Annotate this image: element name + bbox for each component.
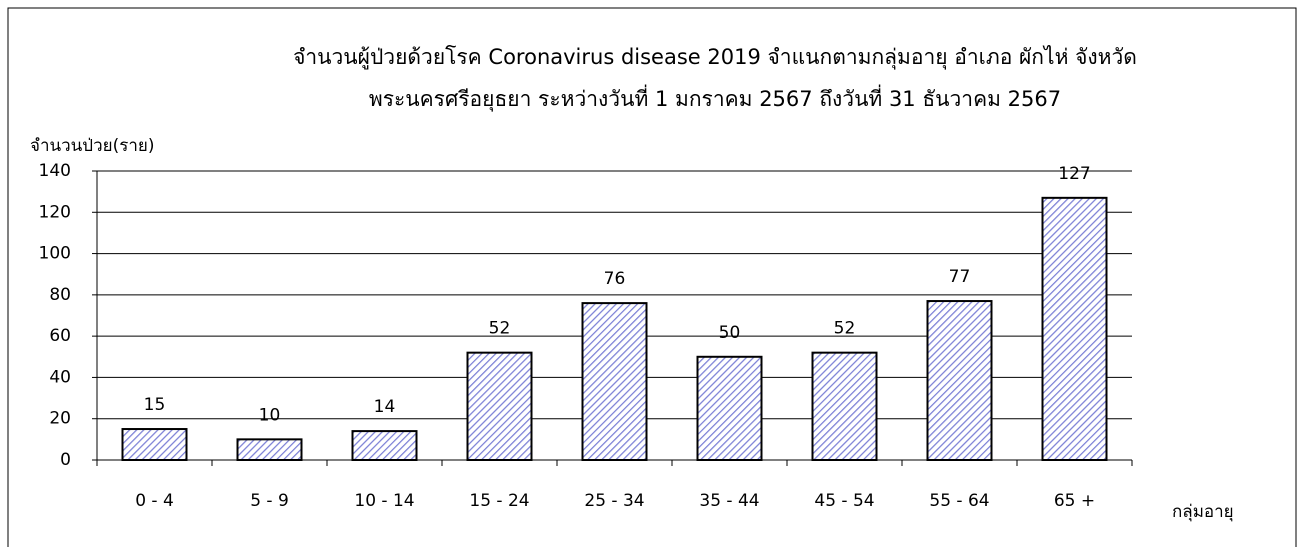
y-tick-label: 140 xyxy=(39,161,71,181)
bar xyxy=(351,430,418,462)
y-tick-label: 120 xyxy=(39,202,71,222)
y-tick-label: 40 xyxy=(49,367,71,387)
data-label: 127 xyxy=(1058,164,1090,184)
bar xyxy=(121,428,188,461)
x-axis-label: กลุ่มอายุ xyxy=(1172,502,1234,522)
x-tick-label: 65 + xyxy=(1054,491,1095,511)
bar xyxy=(236,438,303,462)
bar xyxy=(466,351,533,461)
x-tick-label: 45 - 54 xyxy=(814,491,874,511)
bar xyxy=(811,351,878,461)
bar xyxy=(1041,196,1108,461)
bar xyxy=(581,302,648,461)
data-label: 15 xyxy=(144,395,166,415)
x-tick-label: 15 - 24 xyxy=(469,491,529,511)
y-tick-label: 80 xyxy=(49,285,71,305)
y-tick-label: 100 xyxy=(39,244,71,264)
data-label: 52 xyxy=(834,319,856,339)
y-tick-label: 20 xyxy=(49,409,71,429)
data-label: 50 xyxy=(719,323,741,343)
x-tick-label: 10 - 14 xyxy=(354,491,414,511)
bar xyxy=(696,355,763,461)
data-label: 52 xyxy=(489,319,511,339)
bar xyxy=(926,300,993,461)
data-label: 76 xyxy=(604,269,626,289)
x-tick-label: 55 - 64 xyxy=(929,491,989,511)
y-tick-label: 60 xyxy=(49,326,71,346)
data-label: 14 xyxy=(374,397,396,417)
x-tick-label: 25 - 34 xyxy=(584,491,644,511)
frame xyxy=(7,7,1297,547)
y-axis-label: จำนวนป่วย(ราย) xyxy=(30,136,155,156)
x-tick-label: 5 - 9 xyxy=(250,491,289,511)
x-tick-label: 0 - 4 xyxy=(135,491,174,511)
chart-title: พระนครศรีอยุธยา ระหว่างวันที่ 1 มกราคม 2… xyxy=(369,84,1061,112)
x-tick-label: 35 - 44 xyxy=(699,491,759,511)
data-label: 10 xyxy=(259,405,281,425)
y-tick-label: 0 xyxy=(60,450,71,470)
chart-title: จำนวนผู้ป่วยด้วยโรค Coronavirus disease … xyxy=(293,45,1137,70)
data-label: 77 xyxy=(949,267,971,287)
